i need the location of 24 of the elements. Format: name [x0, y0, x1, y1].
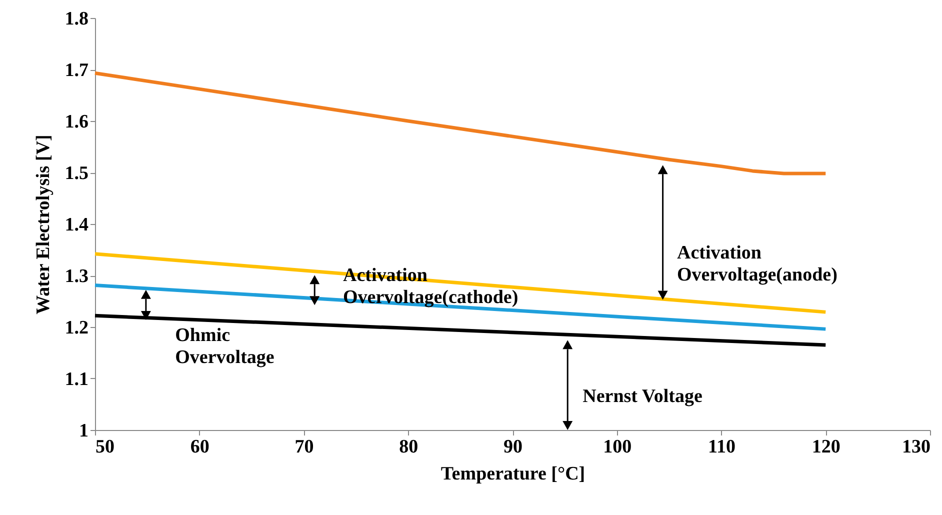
y-tick-label: 1.6 [64, 112, 88, 132]
y-axis-title: Water Electrolysis [V] [32, 134, 54, 314]
y-tick-label: 1.1 [64, 369, 88, 390]
x-axis-title: Temperature [°C] [440, 464, 586, 484]
line-series [93, 71, 828, 176]
x-tick-label: 60 [190, 436, 210, 458]
annotation: Ohmic Overvoltage [175, 324, 274, 368]
x-tick-label: 50 [96, 436, 114, 458]
x-tick-label: 130 [902, 436, 930, 458]
x-tick-label: 70 [294, 436, 314, 458]
annotation: Nernst Voltage [582, 386, 702, 408]
x-tick-label: 120 [812, 436, 840, 458]
y-tick-label: 1.3 [64, 266, 88, 287]
y-tick-label: 1.5 [64, 163, 88, 184]
y-tick-label: 1.8 [64, 8, 88, 30]
x-tick-label: 90 [504, 436, 522, 458]
x-tick-label: 100 [603, 436, 632, 458]
x-tick-label: 80 [399, 436, 418, 458]
y-tick-label: 1.4 [64, 214, 89, 236]
y-tick-label: 1.7 [64, 60, 89, 81]
x-tick-label: 110 [708, 436, 736, 458]
annotation: Activation Overvoltage(anode) [676, 242, 838, 286]
y-tick-label: 1.2 [64, 318, 88, 338]
y-tick-label: 1 [79, 420, 88, 442]
